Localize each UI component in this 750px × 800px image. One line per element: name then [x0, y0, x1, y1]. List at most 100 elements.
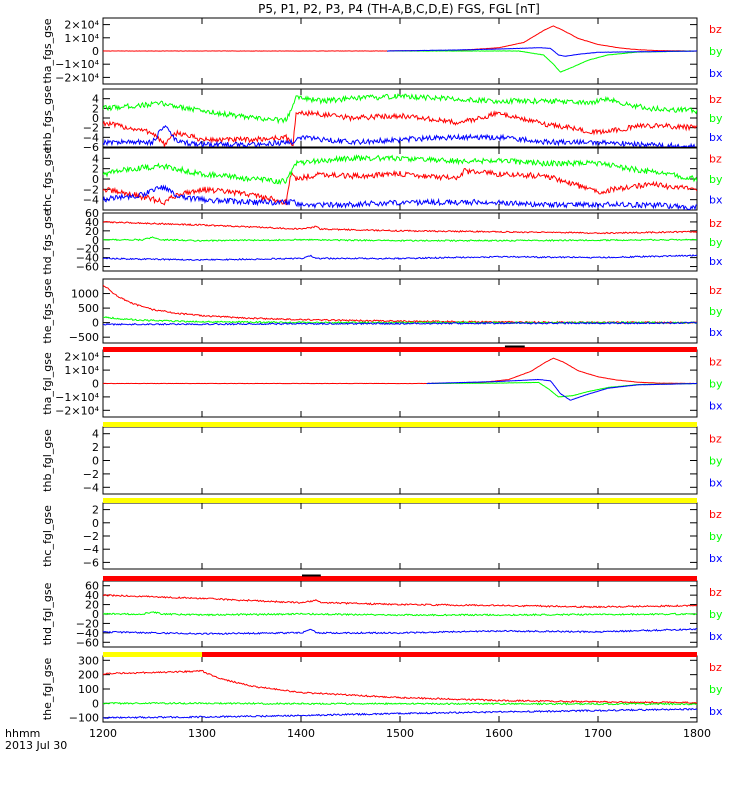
series-line-by [103, 93, 697, 125]
series-line-bx [103, 254, 697, 262]
y-tick-label: 0 [92, 455, 99, 468]
mode-bar-red [202, 652, 697, 657]
y-tick-label: −1×10⁴ [55, 391, 99, 404]
y-tick-label: 2×10⁴ [64, 19, 99, 32]
legend-bx: bx [709, 193, 723, 206]
mode-bar-yellow [103, 498, 697, 503]
series-line-bz [103, 167, 697, 206]
y-tick-label: 0 [92, 517, 99, 530]
legend-by: by [709, 173, 723, 186]
y-tick-label: −2 [83, 468, 99, 481]
legend-bz: bz [709, 217, 722, 230]
series-line-by [103, 154, 697, 186]
legend-by: by [709, 608, 723, 621]
x-tick-label: 1300 [188, 727, 216, 740]
series-line-by [103, 611, 697, 617]
y-tick-label: 300 [78, 654, 99, 667]
y-tick-label: 2×10⁴ [64, 351, 99, 364]
panel-frame [102, 426, 698, 495]
y-tick-label: 40 [85, 589, 99, 602]
y-tick-label: 1×10⁴ [64, 32, 99, 45]
panel-thb-fgl-gse: 420−2−4 thb_fgl_gse bz by bx [41, 426, 723, 495]
x-tick-label: 1700 [584, 727, 612, 740]
y-axis-label: thb_fgs_gse [41, 85, 54, 151]
y-axis-label: tha_fgs_gse [41, 18, 54, 83]
y-tick-label: −20 [76, 243, 99, 256]
series-line-bz [103, 669, 697, 704]
y-tick-label: −6 [83, 141, 99, 154]
legend-bx: bx [709, 326, 723, 339]
y-tick-label: −20 [76, 617, 99, 630]
y-axis-label: the_fgs_gse [41, 278, 54, 343]
legend-by: by [709, 455, 723, 468]
y-tick-label: 0 [92, 112, 99, 125]
legend-bz: bz [709, 661, 722, 674]
series-line-bz [103, 593, 697, 609]
y-axis-label: thc_fgl_gse [41, 505, 54, 567]
series-line-bx [103, 321, 697, 326]
y-tick-label: 2 [92, 163, 99, 176]
y-tick-label: −2 [83, 530, 99, 543]
y-tick-label: −2×10⁴ [55, 404, 99, 417]
legend-bz: bz [709, 508, 722, 521]
series-line-by [103, 701, 697, 706]
panel-frame [102, 212, 698, 272]
legend-bz: bz [709, 93, 722, 106]
y-tick-label: 200 [78, 669, 99, 682]
series-line-bx [387, 47, 697, 57]
legend-bz: bz [709, 23, 722, 36]
x-tick-label: 1800 [683, 727, 711, 740]
y-axis-label: thb_fgl_gse [41, 429, 54, 492]
mode-bar-yellow [103, 422, 697, 427]
y-tick-label: 0 [92, 697, 99, 710]
y-tick-label: 100 [78, 683, 99, 696]
time-axis-unit-label: hhmm [5, 727, 40, 740]
mode-bar-red [103, 347, 697, 352]
legend-bz: bz [709, 586, 722, 599]
y-tick-label: −4 [83, 194, 99, 207]
y-tick-label: −6 [83, 556, 99, 569]
legend-bz: bz [709, 284, 722, 297]
panel-frame [102, 147, 698, 211]
y-tick-label: 2 [92, 441, 99, 454]
y-tick-label: −40 [76, 627, 99, 640]
legend-by: by [709, 112, 723, 125]
y-tick-label: 20 [85, 599, 99, 612]
y-axis-label: tha_fgl_gse [41, 352, 54, 415]
y-tick-label: 40 [85, 216, 99, 229]
y-tick-label: −4 [83, 543, 99, 556]
series-line-bx [103, 124, 697, 147]
legend-by: by [709, 378, 723, 391]
mode-bar-yellow [103, 652, 202, 657]
y-tick-label: 500 [78, 302, 99, 315]
panel-thc-fgl-gse: 20−2−4−6 thc_fgl_gse bz by bx [41, 502, 723, 570]
series-line-bz [103, 25, 697, 52]
y-tick-label: −2 [83, 122, 99, 135]
y-tick-label: 4 [92, 428, 99, 441]
legend-bz: bz [709, 355, 722, 368]
panel-frame [102, 278, 698, 344]
y-tick-label: −4 [83, 131, 99, 144]
mode-bars [103, 345, 697, 657]
y-tick-label: −100 [69, 712, 99, 725]
series-line-bx [103, 627, 697, 635]
y-tick-label: −1×10⁴ [55, 58, 99, 71]
series-line-bz [103, 284, 697, 325]
figure-title: P5, P1, P2, P3, P4 (TH-A,B,C,D,E) FGS, F… [258, 2, 540, 16]
y-tick-label: 20 [85, 225, 99, 238]
y-tick-label: 1000 [71, 288, 99, 301]
y-tick-label: 2 [92, 504, 99, 517]
series-line-bz [103, 220, 697, 235]
y-tick-label: 0 [92, 45, 99, 58]
legend-bx: bx [709, 131, 723, 144]
time-axis: hhmm 2013 Jul 30 1200 1300 1400 1500 1600 170… [5, 727, 711, 752]
legend-by: by [709, 683, 723, 696]
x-tick-label: 1400 [287, 727, 315, 740]
series-line-bz [103, 357, 697, 385]
series-line-bx [103, 707, 697, 719]
y-axis-label: the_fgl_gse [41, 658, 54, 721]
